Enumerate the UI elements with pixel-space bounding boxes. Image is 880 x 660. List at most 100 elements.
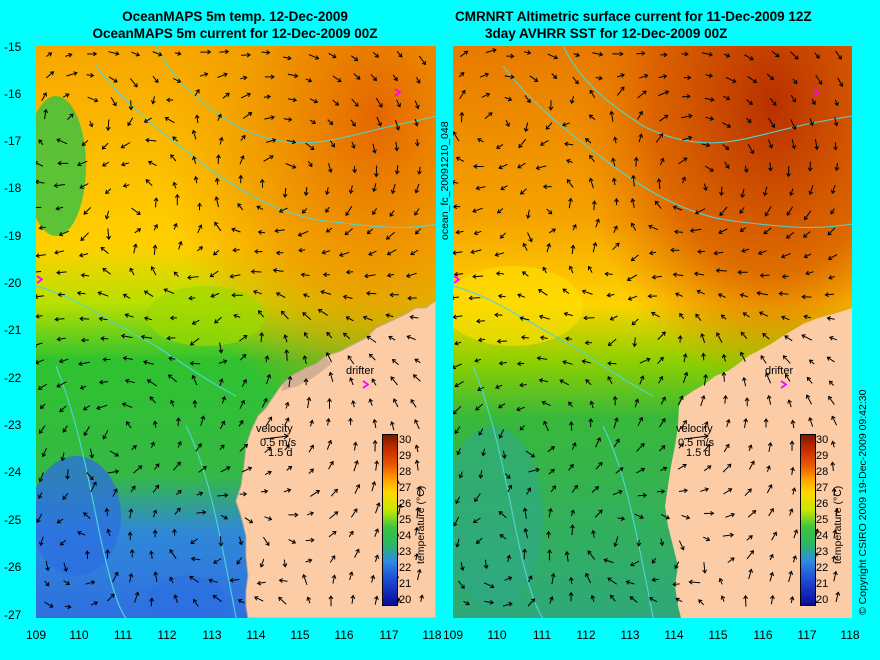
current-vector (301, 208, 308, 214)
current-vector (303, 187, 309, 197)
current-vector (332, 75, 342, 83)
current-vector (659, 538, 665, 547)
velocity-scale-right: 0.5 m/s (678, 437, 715, 449)
current-vector (309, 119, 317, 124)
current-vector (764, 206, 772, 217)
x-tick: 113 (202, 628, 222, 642)
current-vector (218, 342, 224, 354)
x-tick: 116 (753, 628, 773, 642)
current-vector (505, 119, 510, 128)
right-panel-title: CMRNRT Altimetric surface current for 11… (455, 8, 855, 42)
current-vector (112, 571, 119, 583)
current-vector (56, 336, 66, 342)
x-tick: 114 (664, 628, 684, 642)
drifter-marker-right-2 (453, 275, 460, 284)
current-vector (660, 52, 668, 58)
current-vector (79, 183, 89, 189)
current-vector (163, 288, 175, 295)
current-vector (498, 360, 507, 366)
current-vector (331, 574, 337, 584)
current-vector (100, 336, 109, 341)
current-vector (780, 315, 790, 321)
current-vector (396, 51, 403, 58)
current-vector (83, 512, 91, 520)
current-vector (55, 206, 64, 211)
x-tick: 113 (620, 628, 640, 642)
current-vector (96, 404, 108, 411)
current-vector (717, 293, 726, 298)
current-vector (200, 49, 212, 55)
current-vector (455, 538, 460, 548)
current-vector (352, 165, 358, 174)
current-vector (713, 250, 724, 256)
current-vector (362, 315, 373, 321)
drifter-legend-marker-right (780, 376, 788, 389)
current-vector (615, 467, 624, 474)
current-vector (659, 157, 665, 166)
current-vector (240, 134, 246, 141)
current-vector (568, 265, 574, 274)
current-vector (309, 98, 319, 104)
current-vector (793, 529, 799, 539)
current-vector (501, 450, 507, 459)
current-vector (219, 444, 225, 451)
current-vector (648, 597, 658, 603)
current-vector (613, 417, 619, 429)
current-vector (85, 580, 96, 585)
current-vector (587, 265, 593, 273)
x-tick: 118 (840, 628, 860, 642)
current-vector (149, 396, 156, 404)
current-vector (260, 489, 269, 494)
current-vector (788, 508, 794, 516)
current-vector (328, 52, 337, 59)
current-vector (108, 51, 120, 56)
current-vector (164, 116, 175, 124)
current-vector (612, 51, 624, 57)
current-vector (561, 122, 570, 127)
current-vector (410, 249, 419, 256)
current-vector (146, 379, 158, 387)
current-vector (609, 110, 615, 122)
current-vector (264, 355, 270, 363)
current-vector (303, 332, 309, 339)
current-vector (306, 596, 311, 604)
current-vector (354, 483, 361, 494)
current-vector (252, 289, 262, 295)
current-vector (548, 100, 554, 111)
current-vector (353, 460, 359, 472)
current-vector (106, 528, 112, 537)
current-vector (703, 373, 708, 386)
current-vector (636, 539, 642, 547)
current-vector (174, 51, 182, 56)
current-vector (703, 183, 708, 192)
current-vector (414, 419, 420, 430)
current-vector (332, 99, 340, 106)
current-vector (105, 549, 111, 559)
current-vector (414, 358, 421, 364)
current-vector (459, 561, 465, 571)
current-vector (723, 488, 733, 495)
current-vector (374, 460, 380, 471)
current-vector (719, 206, 728, 217)
current-vector (390, 376, 398, 386)
current-vector (396, 99, 401, 108)
current-vector (152, 244, 158, 256)
current-vector (325, 227, 333, 233)
left-map-panel[interactable] (36, 46, 436, 618)
current-vector (62, 425, 68, 433)
current-vector (329, 555, 336, 563)
current-vector (785, 232, 795, 239)
current-vector (678, 443, 684, 449)
right-map-panel[interactable] (453, 46, 852, 618)
current-vector (297, 230, 309, 237)
current-vector (631, 174, 636, 187)
x-tick: 111 (113, 628, 133, 642)
current-vector (366, 228, 374, 235)
current-vector (831, 415, 838, 426)
current-vector (131, 445, 137, 451)
current-vector (827, 227, 836, 236)
current-vector (481, 92, 491, 98)
current-vector (365, 290, 377, 296)
current-vector (679, 312, 685, 320)
current-vector (547, 53, 559, 60)
